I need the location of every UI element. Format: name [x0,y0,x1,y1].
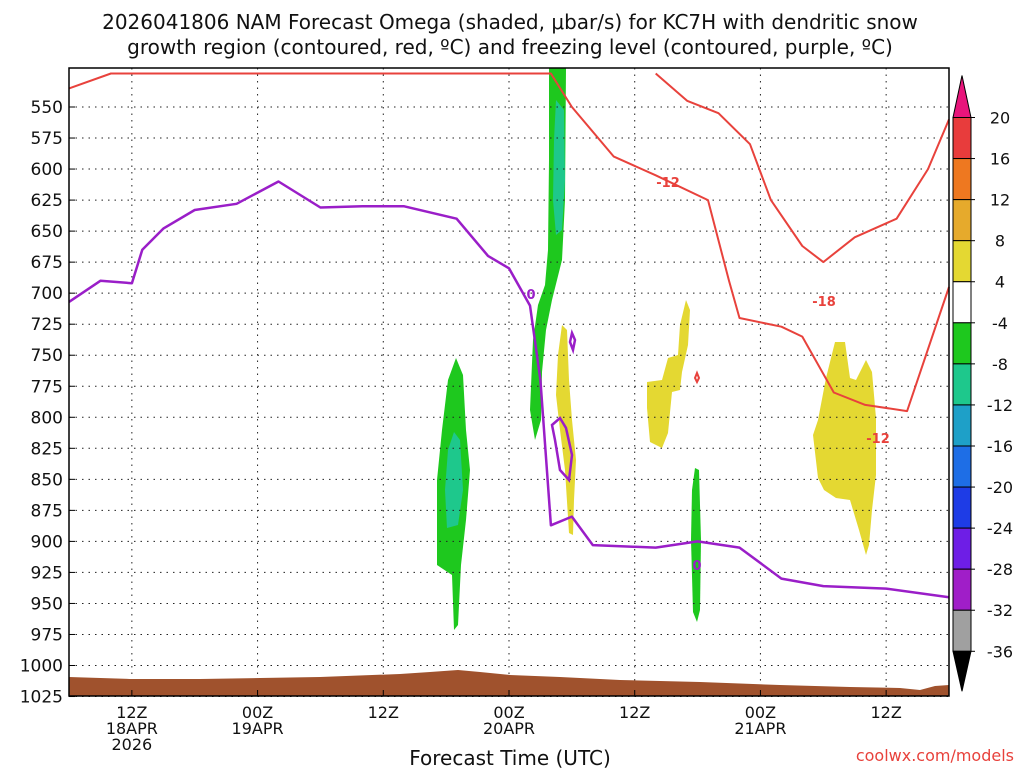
colorbar-box-7 [952,404,972,447]
x-tick-label-78-0: 12Z [870,703,901,722]
colorbar-label-3: 8 [995,232,1005,251]
colorbar-label-5: -4 [992,314,1008,333]
y-tick-label-775: 775 [31,377,63,397]
y-tick-label-550: 550 [31,98,63,118]
y-tick-label-600: 600 [31,160,63,180]
colorbar-box-3 [952,240,972,283]
y-tick-label-650: 650 [31,222,63,242]
snow-growth-contour-minus18 [655,72,950,264]
chart-title-line2: growth region (contoured, red, ºC) and f… [127,35,893,59]
colorbar-bottom-arrow [952,650,972,692]
colorbar-label-9: -20 [987,478,1013,497]
y-tick-label-850: 850 [31,470,63,490]
y-tick-label-725: 725 [31,315,63,335]
x-tick-label-42-1: 20APR [483,719,535,738]
y-tick-label-700: 700 [31,284,63,304]
contour-label-minus12-a: -12 [656,176,680,191]
y-axis: 550 575 600 625 650 675 700 725 750 775 800 825 850 8… [20,98,75,708]
x-tick-label-66-0: 00Z [745,703,776,722]
colorbar-box-12 [952,609,972,652]
colorbar-top-arrow [952,75,972,118]
y-tick-label-825: 825 [31,439,63,459]
x-axis-title: Forecast Time (UTC) [409,746,611,768]
freezing-level-contour-0 [68,180,950,599]
contours [68,72,950,599]
x-tick-label-30-0: 12Z [368,703,399,722]
colorbar-label-1: 16 [990,150,1010,169]
colorbar-label-2: 12 [990,191,1010,210]
colorbar-label-8: -16 [987,437,1013,456]
omega-teal-region-1 [553,100,565,235]
y-tick-label-750: 750 [31,346,63,366]
contour-labels: -12 -18 -12 0 0 [526,176,889,574]
colorbar-box-9 [952,486,972,529]
contour-label-zero-a: 0 [526,288,535,303]
colorbar-box-10 [952,527,972,570]
x-tick-label-18-0: 00Z [242,703,273,722]
snow-growth-small-closed-contour [693,370,701,385]
x-tick-label-42-0: 00Z [493,703,524,722]
y-tick-label-625: 625 [31,191,63,211]
colorbar-label-4: 4 [995,273,1005,292]
y-tick-label-975: 975 [31,625,63,645]
contour-label-minus18: -18 [812,295,836,310]
x-tick-label-6-0: 12Z [116,703,147,722]
colorbar-label-7: -12 [987,396,1013,415]
y-tick-label-950: 950 [31,594,63,614]
x-tick-label-6-1: 18APR [106,719,158,738]
y-tick-label-800: 800 [31,408,63,428]
y-tick-label-675: 675 [31,253,63,273]
y-tick-label-875: 875 [31,501,63,521]
y-tick-label-1025: 1025 [20,688,63,708]
freezing-level-small-closed-contour [568,328,577,355]
omega-yellow-region-3 [813,342,876,555]
omega-shading [437,68,876,630]
colorbar-box-11 [952,568,972,611]
colorbar-label-13: -36 [987,642,1013,661]
colorbar-box-0 [952,117,972,160]
y-tick-label-900: 900 [31,532,63,552]
contour-label-minus12-b: -12 [866,432,890,447]
colorbar-box-8 [952,445,972,488]
terrain-surface [69,670,949,696]
y-tick-label-925: 925 [31,563,63,583]
colorbar-box-5 [952,322,972,365]
omega-teal-region-2 [445,432,463,528]
colorbar-box-6 [952,363,972,406]
chart-title-line1: 2026041806 NAM Forecast Omega (shaded, μ… [102,10,918,34]
colorbar-box-1 [952,158,972,201]
colorbar-label-10: -24 [987,519,1013,538]
snow-growth-contour-minus12 [68,72,950,413]
x-tick-label-18-1: 19APR [232,719,284,738]
x-tick-label-54-0: 12Z [619,703,650,722]
colorbar-box-2 [952,199,972,242]
contour-label-zero-b: 0 [692,559,701,574]
credit-label: coolwx.com/models [856,746,1014,765]
y-tick-label-1000: 1000 [20,657,63,677]
x-tick-label-66-1: 21APR [734,719,786,738]
colorbar-label-12: -32 [987,601,1013,620]
omega-yellow-region-2 [647,300,690,448]
colorbar-label-11: -28 [987,560,1013,579]
omega-green-region-3 [691,468,701,622]
freezing-level-loop-contour [550,416,574,483]
y-tick-label-575: 575 [31,129,63,149]
colorbar-box-4 [952,281,972,324]
colorbar-label-0: 20 [990,109,1010,128]
colorbar: 20 16 12 8 4 -4 -8 -12 -16 -20 -24 -28 -32 -36 [952,75,1013,692]
colorbar-label-6: -8 [992,355,1008,374]
x-tick-label-6-2: 2026 [111,735,152,754]
